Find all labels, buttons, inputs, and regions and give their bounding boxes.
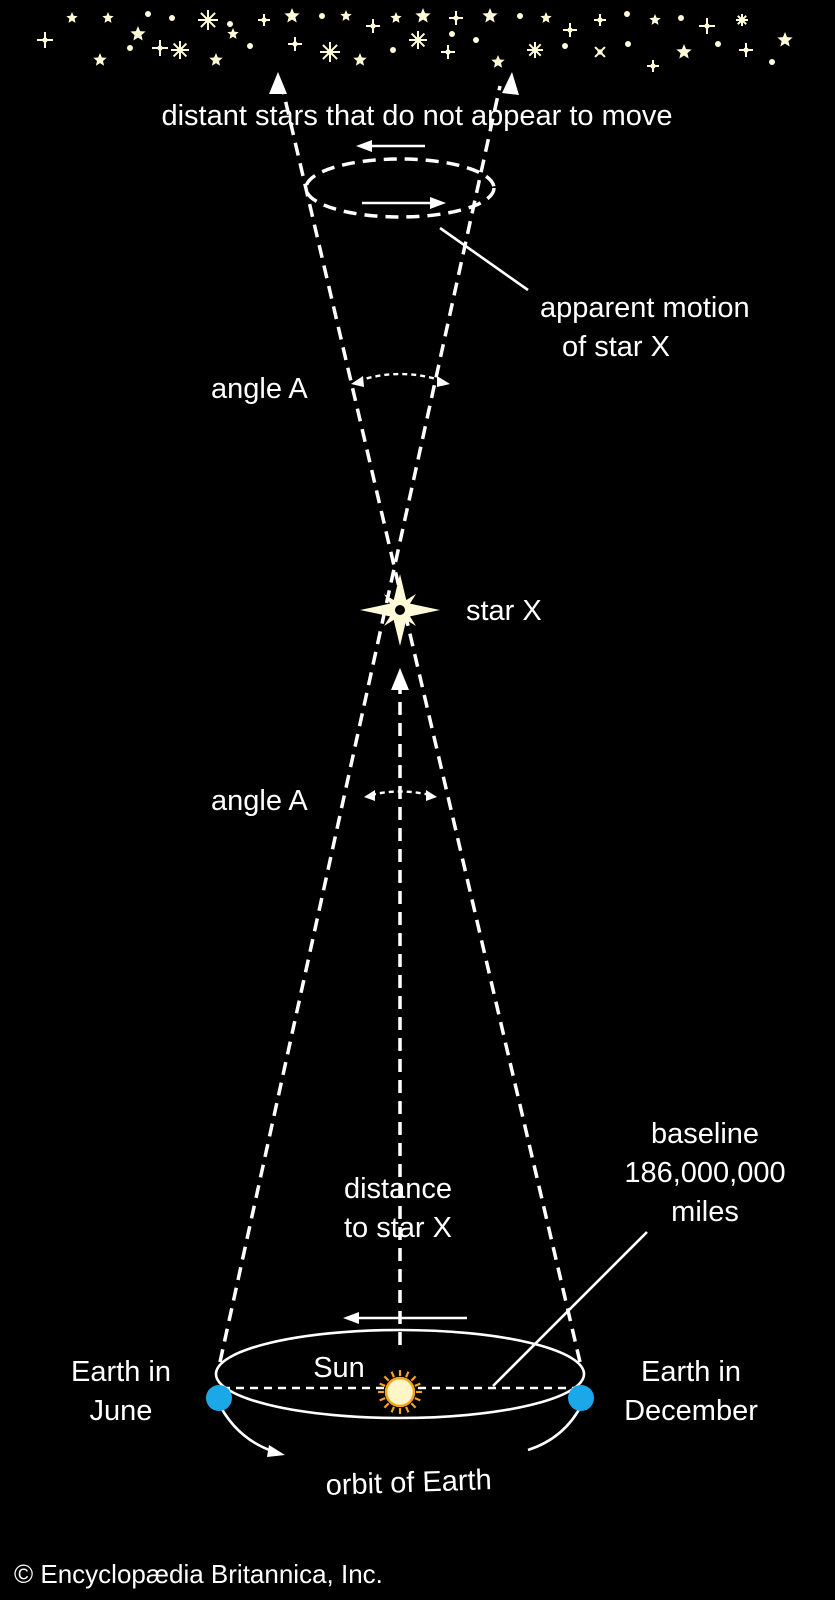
sparkle-star-icon (130, 26, 146, 41)
sparkle-star-icon (441, 45, 455, 59)
sparkle-star-icon (594, 14, 606, 26)
sparkle-star-icon (562, 43, 568, 49)
arrowhead-right-icon (430, 197, 446, 209)
baseline-label-line3: miles (671, 1196, 739, 1228)
sightline-june (218, 85, 502, 1363)
arrowhead-distance-icon (391, 668, 409, 690)
sparkle-star-icon (649, 14, 661, 25)
baseline-leader (492, 1231, 648, 1387)
background-starfield (37, 8, 793, 72)
sparkle-star-icon (491, 55, 505, 68)
earth-december-label-line1: Earth in (641, 1356, 741, 1388)
sparkle-star-icon (66, 12, 78, 23)
orbit-arrow-bottom-right (527, 1403, 584, 1452)
star-x-label: star X (466, 595, 542, 627)
sparkle-star-icon (482, 8, 498, 23)
arrowhead-orbit-top-icon (343, 1312, 359, 1324)
angle-arc-upper (357, 372, 444, 383)
sparkle-star-icon (37, 32, 53, 48)
sparkle-star-icon (739, 43, 753, 57)
sparkle-star-icon (527, 42, 543, 58)
arrowhead-up-right-icon (502, 72, 519, 95)
earth-december-label-line2: December (624, 1395, 758, 1427)
sparkle-star-icon (227, 28, 239, 39)
earth-june-label-line2: June (90, 1395, 153, 1427)
sparkle-star-icon (353, 53, 367, 66)
arrowhead-angle-upper-left-icon (351, 376, 364, 387)
apparent-motion-leader (439, 226, 529, 292)
sightline-december (280, 85, 582, 1363)
apparent-motion-ellipse (304, 157, 496, 219)
sparkle-star-icon (517, 13, 523, 19)
sparkle-star-icon (320, 42, 340, 62)
sparkle-star-icon (198, 10, 218, 30)
sparkle-star-icon (340, 10, 352, 21)
sparkle-star-icon (127, 45, 133, 51)
sparkle-star-icon (647, 60, 659, 72)
sparkle-star-icon (736, 14, 748, 26)
sparkle-star-icon (102, 12, 114, 23)
distance-label-line1: distance (344, 1173, 452, 1205)
apparent-motion-label-line2: of star X (562, 331, 670, 363)
sun-icon (378, 1370, 422, 1414)
sun-label: Sun (313, 1352, 365, 1384)
sparkle-star-icon (258, 14, 270, 26)
arrowhead-angle-upper-right-icon (437, 376, 450, 387)
sparkle-star-icon (171, 41, 189, 59)
distant-stars-label: distant stars that do not appear to move (161, 100, 672, 132)
arrowhead-orbit-left-icon (267, 1445, 285, 1457)
sparkle-star-icon (769, 59, 775, 65)
four-point-star-icon (360, 574, 440, 646)
sparkle-star-icon (284, 8, 300, 23)
sparkle-star-icon (625, 41, 631, 47)
earth-december-icon (568, 1385, 594, 1411)
sparkle-star-icon (415, 8, 431, 23)
earth-june-label-line1: Earth in (71, 1356, 171, 1388)
sparkle-star-icon (473, 37, 479, 43)
orbit-label: orbit of Earth (325, 1464, 492, 1502)
sparkle-star-icon (777, 32, 793, 47)
sparkle-star-icon (563, 23, 577, 37)
sparkle-star-icon (449, 11, 463, 25)
copyright-label: © Encyclopædia Britannica, Inc. (14, 1559, 383, 1589)
orbit-arrow-bottom-left (216, 1401, 273, 1453)
sparkle-star-icon (390, 12, 402, 23)
earth-june-icon (206, 1385, 232, 1411)
sparkle-star-icon (366, 19, 380, 33)
sparkle-star-icon (247, 43, 253, 49)
sparkle-star-icon (409, 31, 427, 49)
arrowhead-angle-lower-right-icon (426, 790, 437, 801)
distance-label-line2: to star X (344, 1212, 452, 1244)
sparkle-star-icon (227, 21, 233, 27)
sparkle-star-icon (540, 12, 552, 23)
baseline-label-line1: baseline (651, 1118, 759, 1150)
sparkle-star-icon (145, 11, 151, 17)
earth-orbit-ellipse (214, 1328, 586, 1420)
sparkle-star-icon (678, 15, 684, 21)
arrowhead-angle-lower-left-icon (364, 790, 375, 801)
sparkle-star-icon (288, 37, 302, 51)
sparkle-star-icon (624, 11, 630, 17)
sparkle-star-icon (319, 13, 325, 19)
apparent-motion-label-line1: apparent motion (540, 292, 750, 324)
sparkle-star-icon (699, 18, 715, 34)
sparkle-star-icon (169, 15, 175, 21)
angle-lower-label: angle A (211, 785, 308, 817)
sparkle-star-icon (594, 46, 606, 58)
sparkle-star-icon (715, 41, 721, 47)
baseline-label-line2: 186,000,000 (624, 1157, 785, 1189)
sparkle-star-icon (676, 44, 692, 59)
sparkle-star-icon (209, 53, 223, 66)
sparkle-star-icon (152, 40, 168, 56)
sparkle-star-icon (390, 47, 396, 53)
angle-upper-label: angle A (211, 373, 308, 405)
sparkle-star-icon (93, 53, 107, 66)
arrowhead-left-icon (356, 140, 372, 152)
sparkle-star-icon (449, 31, 455, 37)
arrowhead-up-left-icon (269, 72, 287, 94)
